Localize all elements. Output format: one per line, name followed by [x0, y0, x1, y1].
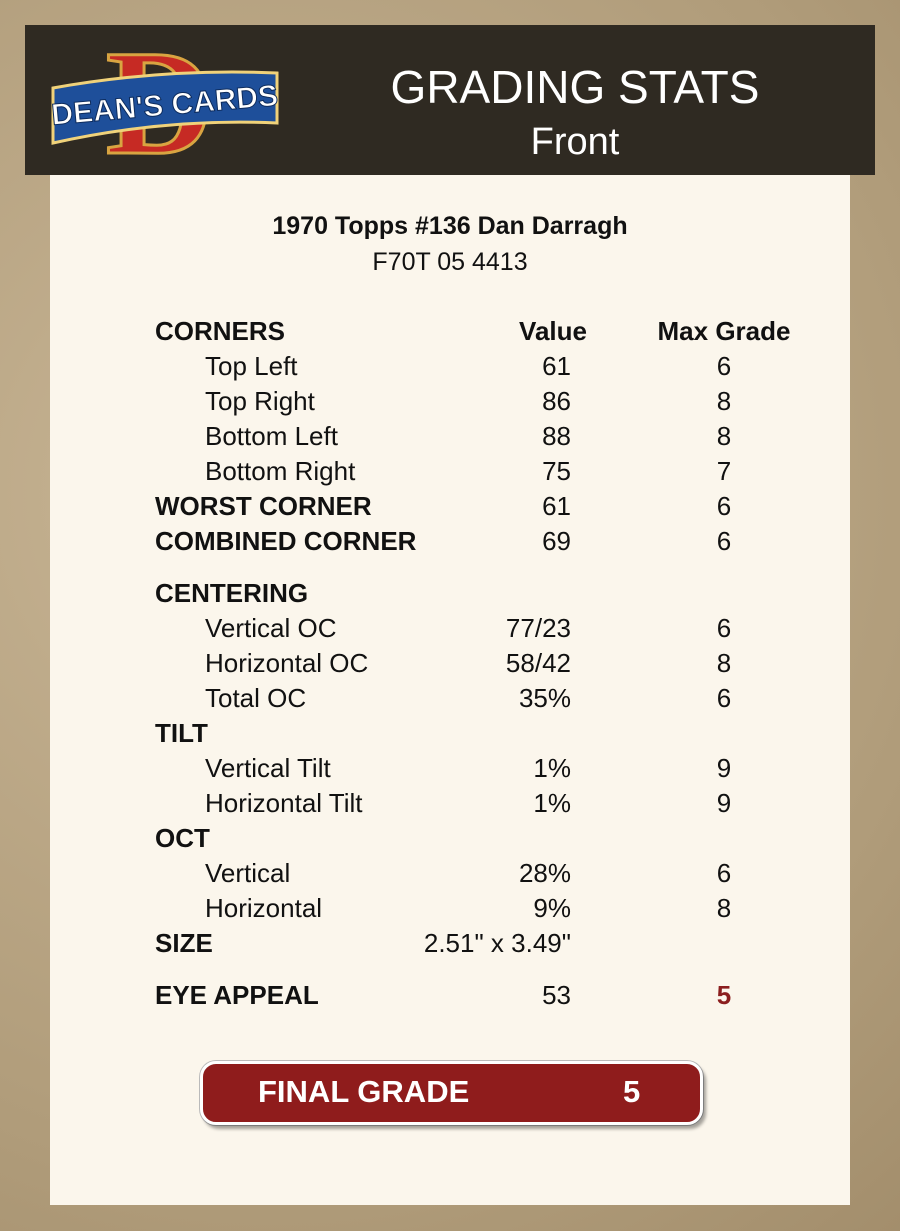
- item-label: Horizontal OC: [205, 648, 369, 678]
- subtitle: Front: [530, 121, 620, 163]
- grade: 8: [716, 648, 732, 678]
- header-bar: D DEAN'S CARDS GRADING STATS Front: [25, 25, 875, 175]
- logo: D DEAN'S CARDS: [50, 33, 280, 173]
- item-label: Horizontal Tilt: [205, 788, 363, 818]
- grade: 6: [716, 858, 732, 888]
- value: 2.51" x 3.49": [423, 928, 571, 958]
- grade: 6: [716, 491, 732, 521]
- item-label: Horizontal: [205, 893, 323, 923]
- value: 1%: [533, 753, 571, 783]
- grade: 6: [716, 683, 732, 713]
- item-label: Vertical OC: [205, 613, 337, 643]
- value: 61: [542, 491, 571, 521]
- grade: 9: [716, 788, 732, 818]
- title: GRADING STATS: [390, 61, 760, 113]
- section-title: CORNERS: [155, 316, 286, 346]
- final-label: FINAL GRADE: [258, 1074, 470, 1109]
- value: 58/42: [505, 648, 571, 678]
- column-header: Max Grade: [657, 316, 791, 346]
- item-label: Vertical Tilt: [205, 753, 331, 783]
- card-code: F70T 05 4413: [372, 248, 528, 276]
- grade: 8: [716, 386, 732, 416]
- section-title: OCT: [155, 823, 210, 853]
- value: 35%: [518, 683, 571, 713]
- section-title: WORST CORNER: [155, 491, 372, 521]
- value: 1%: [533, 788, 571, 818]
- item-label: Bottom Left: [205, 421, 338, 451]
- final-grade: 5: [623, 1074, 641, 1109]
- grade: 7: [716, 456, 732, 486]
- value: 77/23: [505, 613, 571, 643]
- section-title: CENTERING: [155, 578, 309, 608]
- section-title: EYE APPEAL: [155, 980, 319, 1010]
- value: 69: [542, 526, 571, 556]
- grade: 9: [716, 753, 732, 783]
- column-header: Value: [519, 316, 587, 346]
- section-title: SIZE: [155, 928, 213, 958]
- grade: 8: [716, 421, 732, 451]
- logo-banner: [51, 70, 279, 145]
- grade: 5: [716, 980, 732, 1010]
- item-label: Vertical: [205, 858, 291, 888]
- item-label: Top Left: [205, 351, 298, 381]
- item-label: Bottom Right: [205, 456, 356, 486]
- value: 9%: [533, 893, 571, 923]
- final-grade-box: FINAL GRADE 5: [200, 1061, 703, 1125]
- item-label: Top Right: [205, 386, 315, 416]
- value: 86: [542, 386, 571, 416]
- section-title: TILT: [155, 718, 208, 748]
- value: 75: [542, 456, 571, 486]
- grade: 6: [716, 526, 732, 556]
- value: 61: [542, 351, 571, 381]
- stats-panel: [50, 175, 850, 1205]
- card-name: 1970 Topps #136 Dan Darragh: [272, 212, 628, 240]
- value: 53: [542, 980, 571, 1010]
- value: 28%: [518, 858, 571, 888]
- grade: 8: [716, 893, 732, 923]
- section-title: COMBINED CORNER: [155, 526, 417, 556]
- value: 88: [542, 421, 571, 451]
- item-label: Total OC: [205, 683, 307, 713]
- grade: 6: [716, 613, 732, 643]
- grade: 6: [716, 351, 732, 381]
